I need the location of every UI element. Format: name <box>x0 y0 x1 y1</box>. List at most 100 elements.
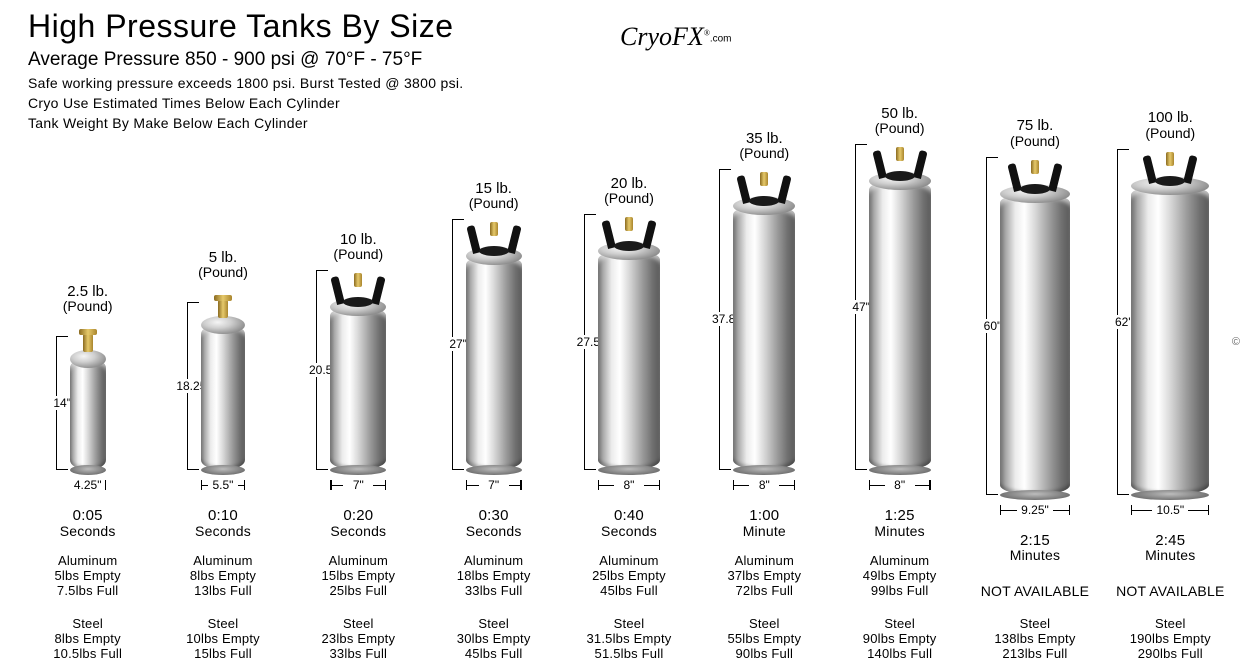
tank-specs: 2:15Minutes NOT AVAILABLE Steel 138lbs E… <box>981 533 1089 662</box>
height-bracket: 18.25" <box>187 302 199 470</box>
tank-col: 35 lb.(Pound) 37.8" 8" 1:00Minute Aluminu… <box>697 131 832 663</box>
carry-handle-icon <box>739 169 789 203</box>
cylinder-icon <box>869 180 931 470</box>
tank-specs: 0:30Seconds Aluminum 18lbs Empty 33lbs F… <box>457 508 531 662</box>
tank-weight-label: 35 lb.(Pound) <box>739 131 789 161</box>
cryo-time: 0:20Seconds <box>330 508 386 538</box>
aluminum-spec: Aluminum 25lbs Empty 45lbs Full <box>592 554 666 599</box>
width-bracket: 10.5" <box>1131 503 1209 517</box>
tank-graphic: 20.5" <box>291 266 426 470</box>
tank-specs: 1:00Minute Aluminum 37lbs Empty 72lbs Fu… <box>727 508 801 662</box>
aluminum-spec: Aluminum 37lbs Empty 72lbs Full <box>727 554 801 599</box>
height-bracket: 27.5" <box>584 214 596 470</box>
height-bracket: 62" <box>1117 149 1129 495</box>
aluminum-spec: Aluminum 18lbs Empty 33lbs Full <box>457 554 531 599</box>
tank-weight-label: 50 lb.(Pound) <box>875 106 925 136</box>
diameter-value: 7" <box>484 478 503 492</box>
brand-logo: CryoFX®.com <box>620 22 732 52</box>
tank-graphic: 47" <box>832 140 967 470</box>
tank-col: 100 lb.(Pound) 62" 10.5" 2:45Minutes NOT … <box>1103 110 1238 662</box>
tank-graphic: 62" <box>1103 145 1238 495</box>
cylinder-icon <box>1131 185 1209 495</box>
width-bracket: 8" <box>869 478 931 492</box>
tank-graphic: 27.5" <box>561 210 696 470</box>
tank-specs: 0:20Seconds Aluminum 15lbs Empty 25lbs F… <box>321 508 395 662</box>
diameter-value: 8" <box>755 478 774 492</box>
cylinder-icon <box>466 255 522 470</box>
cylinder-icon <box>733 205 795 470</box>
cryo-time: 2:45Minutes <box>1145 533 1195 563</box>
brand-name: CryoFX <box>620 22 704 51</box>
carry-handle-icon <box>1145 149 1195 183</box>
steel-spec: Steel 190lbs Empty 290lbs Full <box>1130 617 1211 662</box>
carry-handle-icon <box>469 219 519 253</box>
cryo-time: 0:30Seconds <box>466 508 522 538</box>
tank-weight-label: 75 lb.(Pound) <box>1010 118 1060 148</box>
carry-handle-icon <box>1010 157 1060 191</box>
brand-suffix: .com <box>710 34 732 45</box>
tank-specs: 2:45Minutes NOT AVAILABLE Steel 190lbs E… <box>1116 533 1224 662</box>
tank-col: 50 lb.(Pound) 47" 8" 1:25Minutes Aluminum… <box>832 106 967 663</box>
height-bracket: 20.5" <box>316 270 328 470</box>
width-bracket: 7" <box>466 478 522 492</box>
tank-graphic: 37.8" <box>697 165 832 470</box>
tank-col: 75 lb.(Pound) 60" 9.25" 2:15Minutes NOT A… <box>967 118 1102 662</box>
height-bracket: 14" <box>56 336 68 470</box>
tank-weight-label: 2.5 lb.(Pound) <box>63 284 113 314</box>
tank-weight-label: 5 lb.(Pound) <box>198 250 248 280</box>
diameter-value: 8" <box>890 478 909 492</box>
tank-graphic: 14" <box>20 318 155 470</box>
cryo-time: 1:25Minutes <box>874 508 924 538</box>
cylinder-icon <box>330 306 386 470</box>
steel-spec: Steel 10lbs Empty 15lbs Full <box>186 617 260 662</box>
cryo-time: 1:00Minute <box>743 508 786 538</box>
steel-spec: Steel 30lbs Empty 45lbs Full <box>457 617 531 662</box>
steel-spec: Steel 31.5lbs Empty 51.5lbs Full <box>586 617 671 662</box>
width-bracket: 8" <box>733 478 795 492</box>
diameter-value: 10.5" <box>1152 503 1188 517</box>
tank-col: 15 lb.(Pound) 27" 7" 0:30Seconds Aluminum… <box>426 181 561 663</box>
steel-spec: Steel 55lbs Empty 90lbs Full <box>727 617 801 662</box>
diameter-value: 4.25" <box>70 478 106 492</box>
cryo-time: 0:05Seconds <box>60 508 116 538</box>
cylinder-icon <box>201 324 245 470</box>
cylinder-icon <box>598 250 660 470</box>
cylinder-icon <box>70 358 106 470</box>
tank-weight-label: 15 lb.(Pound) <box>469 181 519 211</box>
aluminum-spec: Aluminum 15lbs Empty 25lbs Full <box>321 554 395 599</box>
cryo-time: 0:10Seconds <box>195 508 251 538</box>
steel-spec: Steel 8lbs Empty 10.5lbs Full <box>53 617 122 662</box>
tank-specs: 0:05Seconds Aluminum 5lbs Empty 7.5lbs F… <box>53 508 122 662</box>
tank-specs: 0:40Seconds Aluminum 25lbs Empty 45lbs F… <box>586 508 671 662</box>
carry-handle-icon <box>333 270 383 304</box>
aluminum-spec: Aluminum 5lbs Empty 7.5lbs Full <box>55 554 121 599</box>
height-bracket: 60" <box>986 157 998 495</box>
cryo-time: 0:40Seconds <box>601 508 657 538</box>
tank-weight-label: 20 lb.(Pound) <box>604 176 654 206</box>
valve-icon <box>218 300 228 318</box>
diameter-value: 8" <box>620 478 639 492</box>
tank-graphic: 27" <box>426 215 561 470</box>
tank-weight-label: 100 lb.(Pound) <box>1145 110 1195 140</box>
width-bracket: 5.5" <box>201 478 245 492</box>
height-bracket: 47" <box>855 144 867 470</box>
tank-col: 10 lb.(Pound)20.5" 7" 0:20Seconds Alumin… <box>291 232 426 663</box>
carry-handle-icon <box>604 214 654 248</box>
tank-specs: 0:10Seconds Aluminum 8lbs Empty 13lbs Fu… <box>186 508 260 662</box>
width-bracket: 4.25" <box>70 478 106 492</box>
aluminum-na: NOT AVAILABLE <box>981 583 1089 599</box>
width-bracket: 7" <box>330 478 386 492</box>
aluminum-spec: Aluminum 8lbs Empty 13lbs Full <box>190 554 256 599</box>
steel-spec: Steel 23lbs Empty 33lbs Full <box>321 617 395 662</box>
tank-specs: 1:25Minutes Aluminum 49lbs Empty 99lbs F… <box>863 508 937 662</box>
steel-spec: Steel 90lbs Empty 140lbs Full <box>863 617 937 662</box>
height-bracket: 27" <box>452 219 464 470</box>
aluminum-na: NOT AVAILABLE <box>1116 583 1224 599</box>
tank-col: 20 lb.(Pound) 27.5" 8" 0:40Seconds Alumin… <box>561 176 696 663</box>
valve-icon <box>83 334 93 352</box>
tank-col: 2.5 lb.(Pound) 14" 4.25" 0:05Seconds Alum… <box>20 284 155 663</box>
diameter-value: 9.25" <box>1017 503 1053 517</box>
tank-col: 5 lb.(Pound) 18.25" 5.5" 0:10Seconds Alum… <box>155 250 290 663</box>
tank-graphic: 60" <box>967 153 1102 495</box>
page-title: High Pressure Tanks By Size <box>28 8 464 45</box>
